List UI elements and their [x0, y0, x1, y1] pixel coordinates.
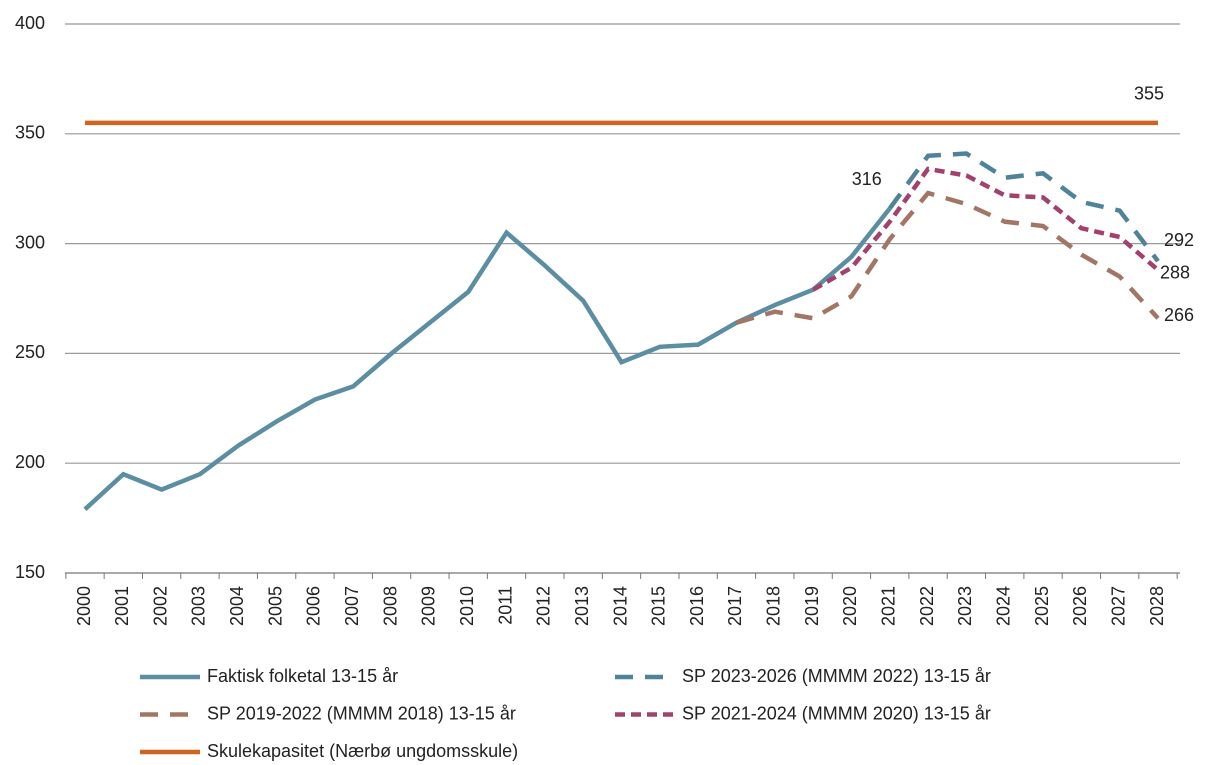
series-line: [735, 190, 1160, 325]
legend-label: Skulekapasitet (Nærbø ungdomsskule): [207, 741, 518, 761]
legend-label: SP 2023-2026 (MMMM 2022) 13-15 år: [682, 666, 991, 686]
x-tick-label: 2011: [495, 586, 515, 625]
series-line: [83, 207, 892, 511]
x-tick-label: 2022: [917, 586, 937, 626]
legend-label: Faktisk folketal 13-15 år: [207, 666, 398, 686]
series-line: [811, 166, 1160, 292]
x-tick-label: 2003: [189, 586, 209, 626]
x-tick-label: 2016: [687, 586, 707, 626]
x-tick-label: 2015: [649, 586, 669, 626]
data-label: 266: [1164, 305, 1194, 325]
x-tick-label: 2000: [74, 586, 94, 626]
x-tick-label: 2026: [1070, 586, 1090, 626]
y-tick-label: 200: [15, 452, 45, 472]
y-tick-label: 300: [15, 232, 45, 252]
x-tick-label: 2018: [764, 586, 784, 626]
series-line: [887, 151, 1160, 263]
data-label: 355: [1134, 84, 1164, 104]
x-tick-label: 2007: [342, 586, 362, 626]
x-tick-label: 2017: [725, 586, 745, 626]
x-tick-label: 2024: [993, 586, 1013, 626]
y-tick-label: 250: [15, 342, 45, 362]
x-tick-label: 2009: [419, 586, 439, 626]
data-label: 292: [1164, 230, 1194, 250]
data-label: 316: [852, 169, 882, 189]
x-tick-label: 2004: [227, 586, 247, 626]
x-tick-label: 2020: [840, 586, 860, 626]
y-tick-label: 150: [15, 562, 45, 582]
y-tick-label: 350: [15, 123, 45, 143]
x-tick-label: 2012: [534, 586, 554, 626]
x-tick-label: 2001: [112, 586, 132, 626]
x-tick-label: 2027: [1108, 586, 1128, 626]
x-tick-label: 2025: [1032, 586, 1052, 626]
y-tick-label: 400: [15, 13, 45, 33]
x-tick-label: 2005: [265, 586, 285, 626]
x-tick-label: 2028: [1147, 586, 1167, 626]
x-tick-label: 2010: [457, 586, 477, 626]
x-tick-label: 2008: [380, 586, 400, 626]
x-tick-label: 2019: [802, 586, 822, 626]
legend-label: SP 2021-2024 (MMMM 2020) 13-15 år: [682, 703, 991, 723]
x-tick-label: 2021: [879, 586, 899, 626]
x-tick-label: 2014: [610, 586, 630, 626]
x-tick-label: 2023: [955, 586, 975, 626]
x-tick-label: 2013: [572, 586, 592, 626]
data-label: 288: [1160, 263, 1190, 283]
legend-label: SP 2019-2022 (MMMM 2018) 13-15 år: [207, 703, 516, 723]
x-tick-label: 2002: [150, 586, 170, 626]
x-tick-label: 2006: [304, 586, 324, 626]
